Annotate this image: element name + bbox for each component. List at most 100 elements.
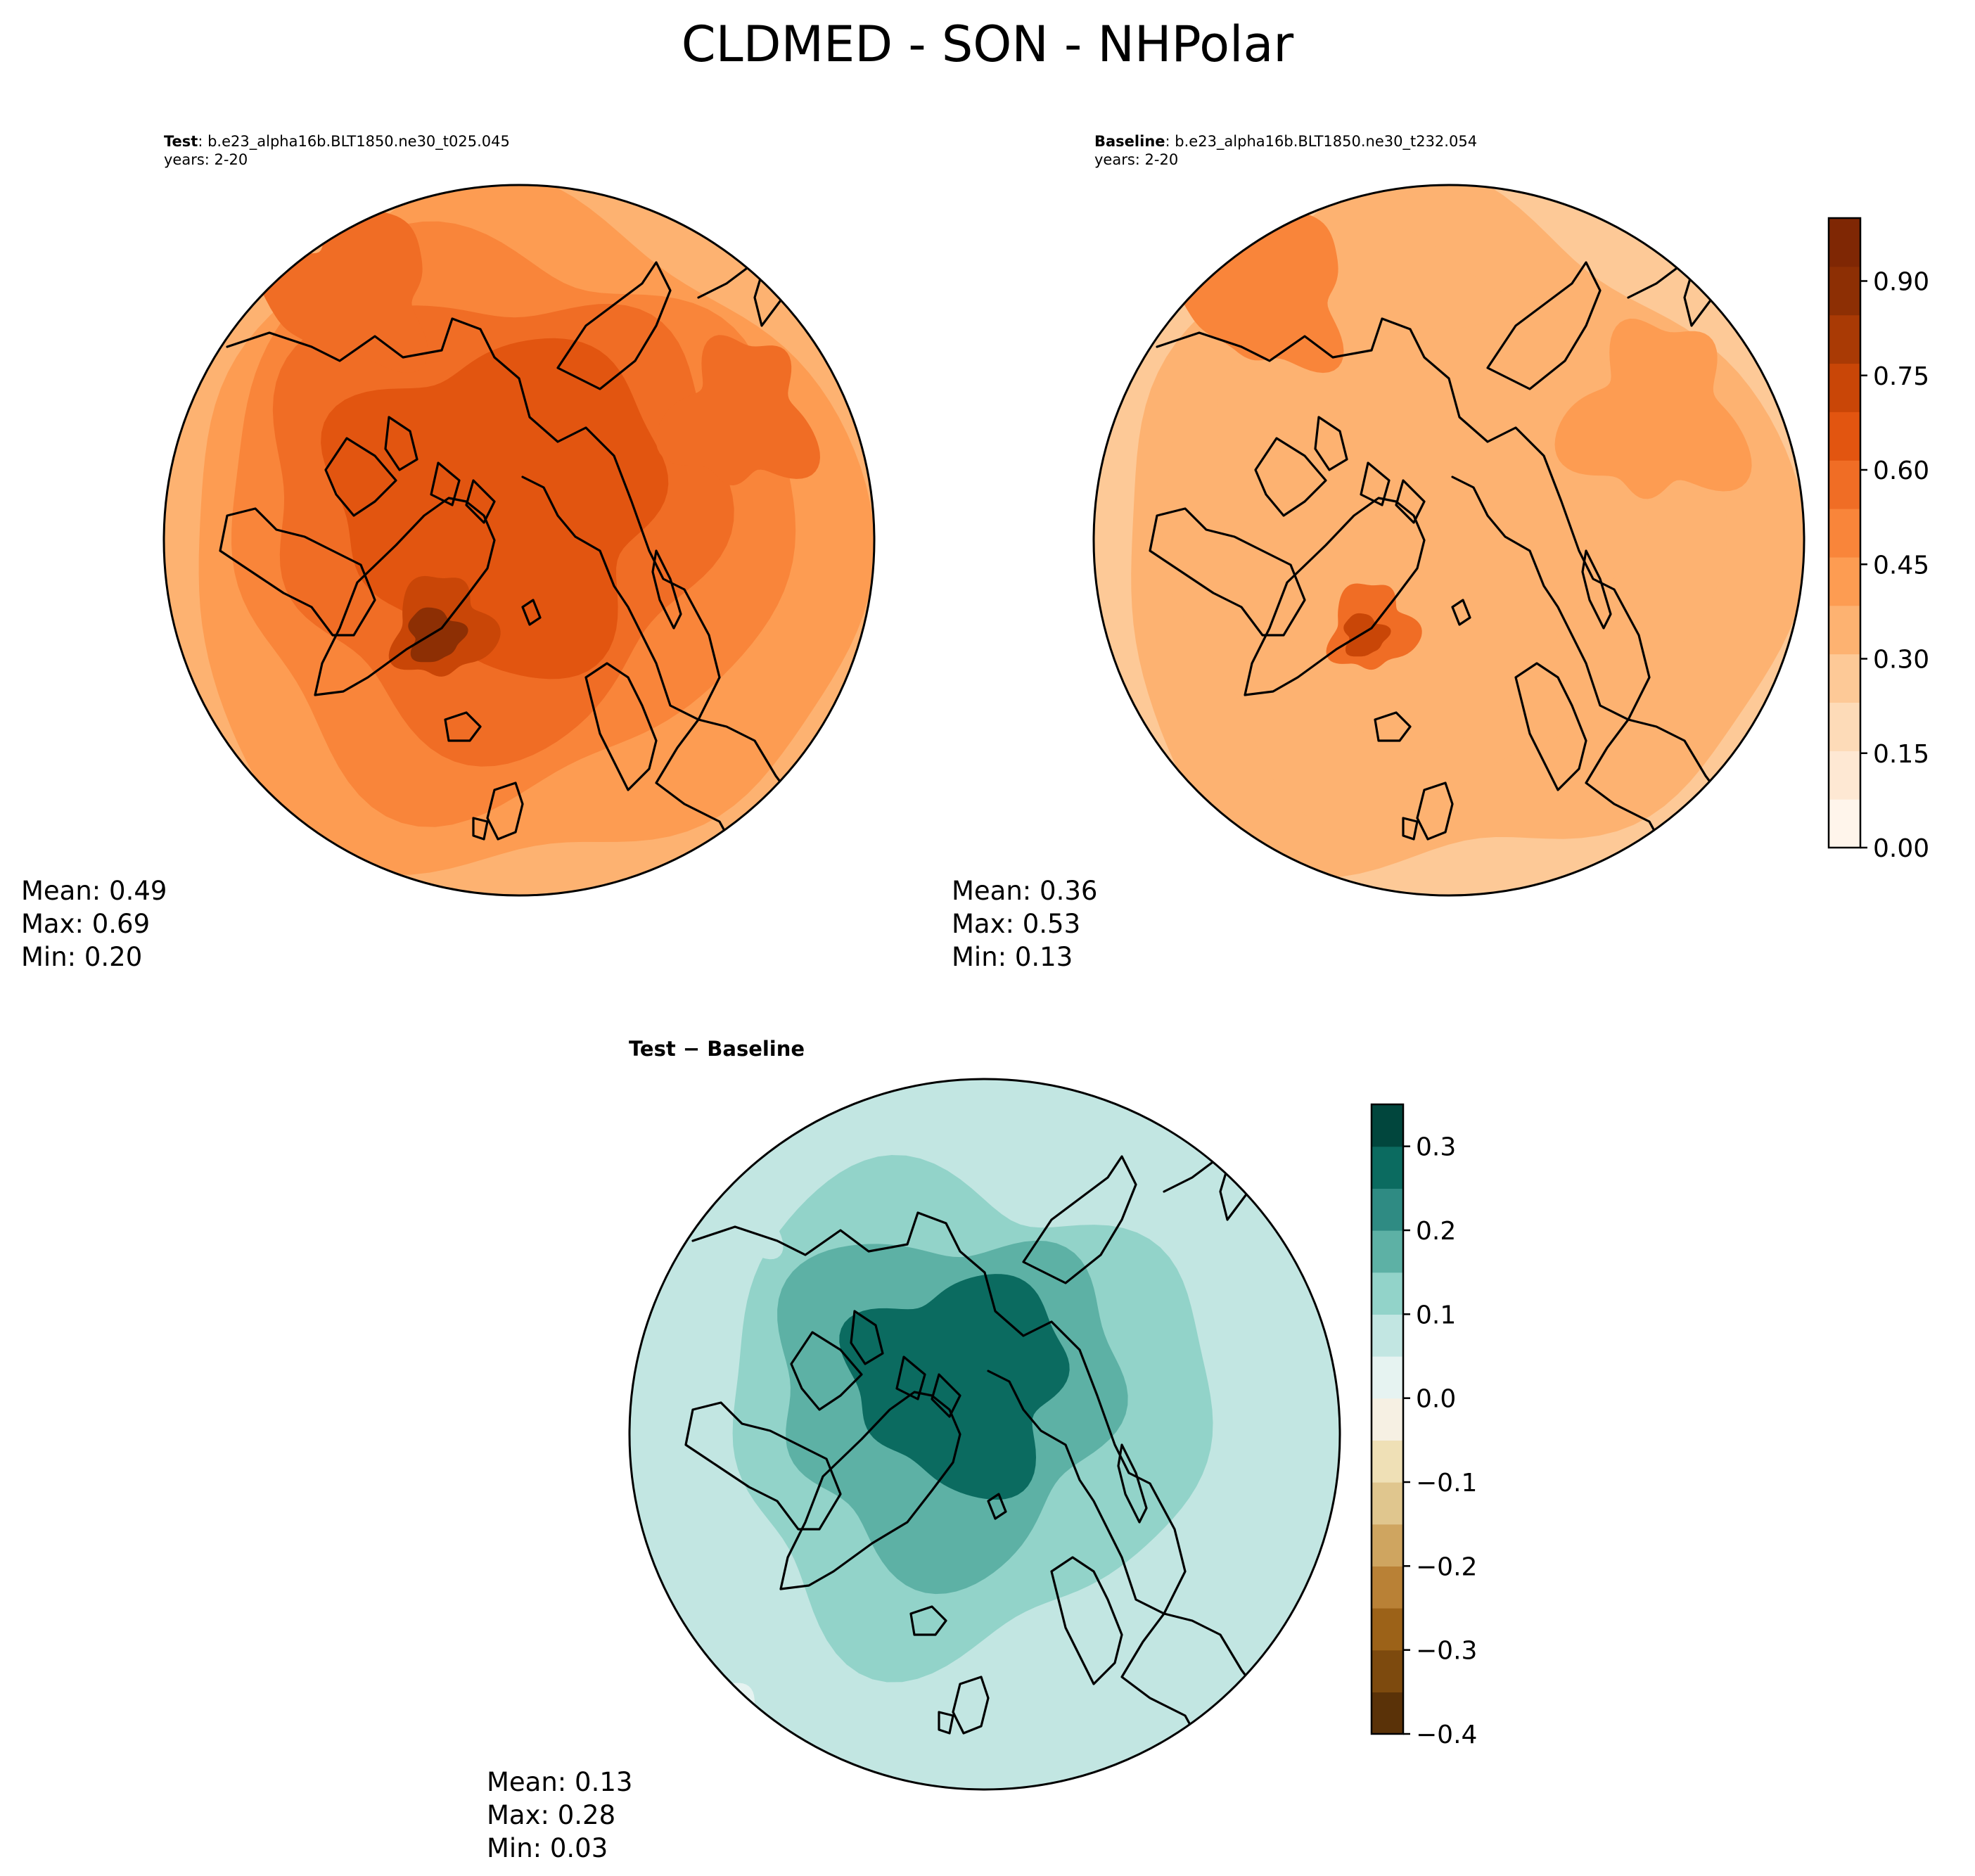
colorbar-tick-label: −0.1 xyxy=(1416,1469,1477,1498)
colorbar-tick-label: 0.00 xyxy=(1873,834,1929,863)
colorbar-swatch xyxy=(1372,1314,1403,1357)
coastline-eurasia xyxy=(1451,476,1749,841)
colorbar-tick-label: −0.2 xyxy=(1416,1552,1477,1581)
diff-title-op: − xyxy=(682,1037,701,1061)
coastline-eurasia xyxy=(521,476,819,841)
coastline-greenland xyxy=(1244,497,1426,696)
diff-stats: Mean: 0.13 Max: 0.28 Min: 0.03 xyxy=(487,1766,632,1865)
coastlines xyxy=(642,1120,1285,1777)
map-boundary xyxy=(162,184,876,897)
coastline-scandinavia xyxy=(1050,1556,1123,1685)
test-years: years: 2-20 xyxy=(164,151,248,168)
test-max: Max: 0.69 xyxy=(21,909,151,939)
test-mean: Mean: 0.49 xyxy=(21,876,167,906)
colorbar-swatch xyxy=(1372,1608,1403,1651)
colorbar-tick-label: −0.3 xyxy=(1416,1637,1477,1666)
colorbar-swatch xyxy=(1372,1356,1403,1399)
colorbar-swatch xyxy=(1829,460,1860,509)
baseline-min: Min: 0.13 xyxy=(952,942,1073,972)
test-case-name: b.e23_alpha16b.BLT1850.ne30_t025.045 xyxy=(207,133,510,150)
coastline-iceland xyxy=(444,711,482,742)
diff-panel-title: Test − Baseline xyxy=(629,1037,805,1061)
coastline-iceland xyxy=(909,1605,947,1636)
colorbar-swatch xyxy=(1372,1230,1403,1273)
colorbar-tick-label: 0.90 xyxy=(1873,268,1929,297)
contour-level xyxy=(656,335,820,485)
coastline-northAmerica xyxy=(1156,317,1700,883)
colorbar-swatch xyxy=(1829,799,1860,848)
contour-level xyxy=(1554,319,1752,499)
colorbar-frame xyxy=(1370,1103,1405,1735)
coastline-scandinavia xyxy=(1514,662,1587,791)
coastline-canadaArch xyxy=(324,416,496,524)
colorbar-swatch xyxy=(1829,605,1860,655)
colorbar-tick-label: −0.4 xyxy=(1416,1721,1477,1749)
coastline-scandinavia xyxy=(584,662,658,791)
coastline-svalbard xyxy=(1451,599,1471,626)
colorbar-swatch xyxy=(1372,1524,1403,1566)
colorbar-tick-label: 0.30 xyxy=(1873,646,1929,675)
test-label: Test xyxy=(164,133,198,150)
colorbar-tick-label: 0.2 xyxy=(1416,1217,1456,1246)
colorbar-swatch xyxy=(1372,1272,1403,1315)
colorbar-cloud-fraction: 0.00 0.15 0.30 0.45 0.60 0.75 0.90 xyxy=(1827,217,1929,863)
figure-title: CLDMED - SON - NHPolar xyxy=(681,15,1294,73)
coastline-eurasia xyxy=(987,1370,1285,1735)
coastline-novayaZemlya xyxy=(1581,549,1612,630)
difference-map xyxy=(628,1078,1341,1791)
map-boundary xyxy=(1092,184,1805,897)
baseline-stats: Mean: 0.36 Max: 0.53 Min: 0.13 xyxy=(952,874,1097,974)
colorbar-swatch xyxy=(1829,314,1860,364)
coastline-siberia1 xyxy=(1022,1155,1137,1284)
colorbar-swatch xyxy=(1372,1104,1403,1147)
diff-title-right: Baseline xyxy=(707,1037,805,1061)
coastline-canadaArch xyxy=(790,1310,961,1418)
colorbar-swatch xyxy=(1829,266,1860,316)
colorbar-swatch xyxy=(1372,1440,1403,1483)
colorbar-tick-label: 0.60 xyxy=(1873,457,1929,485)
colorbar-swatch xyxy=(1829,218,1860,267)
coastline-siberia1 xyxy=(556,261,672,390)
colorbar-frame xyxy=(1827,217,1862,849)
contour-level xyxy=(408,607,468,663)
coastline-novayaZemlya xyxy=(1117,1443,1148,1524)
baseline-max: Max: 0.53 xyxy=(952,909,1081,939)
colorbar-tick-label: 0.15 xyxy=(1873,740,1929,769)
coastline-uk xyxy=(472,781,524,841)
colorbar-swatch xyxy=(1372,1482,1403,1525)
colorbar-swatch xyxy=(1372,1650,1403,1692)
coastline-svalbard xyxy=(521,599,542,626)
coastline-hudson xyxy=(1149,507,1306,637)
coastline-iceland xyxy=(1374,711,1412,742)
test-stats: Mean: 0.49 Max: 0.69 Min: 0.20 xyxy=(21,874,167,974)
coastline-northAmerica xyxy=(226,317,770,883)
coastline-hudson xyxy=(684,1401,842,1531)
baseline-map xyxy=(1092,184,1805,897)
baseline-panel-title: Baseline: b.e23_alpha16b.BLT1850.ne30_t2… xyxy=(1094,133,1478,150)
coastline-siberia1 xyxy=(1486,261,1602,390)
contour-level xyxy=(1343,613,1391,657)
colorbar-tick-label: 0.75 xyxy=(1873,362,1929,391)
baseline-mean: Mean: 0.36 xyxy=(952,876,1098,906)
colorbar-tick-label: 0.1 xyxy=(1416,1301,1456,1329)
colorbar-swatch xyxy=(1829,653,1860,703)
baseline-case-name: b.e23_alpha16b.BLT1850.ne30_t232.054 xyxy=(1175,133,1478,150)
colorbar-swatch xyxy=(1829,509,1860,558)
coastline-novayaZemlya xyxy=(651,549,682,630)
colorbar-swatch xyxy=(1829,363,1860,412)
colorbar-swatch xyxy=(1372,1146,1403,1189)
contour-level xyxy=(673,1149,784,1260)
baseline-years: years: 2-20 xyxy=(1094,151,1179,168)
colorbar-swatch xyxy=(1372,1398,1403,1441)
test-min: Min: 0.20 xyxy=(21,942,143,972)
colorbar-swatch xyxy=(1372,1188,1403,1231)
diff-mean: Mean: 0.13 xyxy=(487,1767,633,1797)
coastline-hudson xyxy=(219,507,376,637)
colorbar-tick-label: 0.45 xyxy=(1873,551,1929,580)
diff-min: Min: 0.03 xyxy=(487,1833,608,1863)
colorbar-swatch xyxy=(1829,411,1860,461)
colorbar-swatch xyxy=(1829,751,1860,800)
coastlines xyxy=(1106,226,1749,883)
colorbar-swatch xyxy=(1372,1692,1403,1735)
contour-level xyxy=(1216,317,1649,751)
